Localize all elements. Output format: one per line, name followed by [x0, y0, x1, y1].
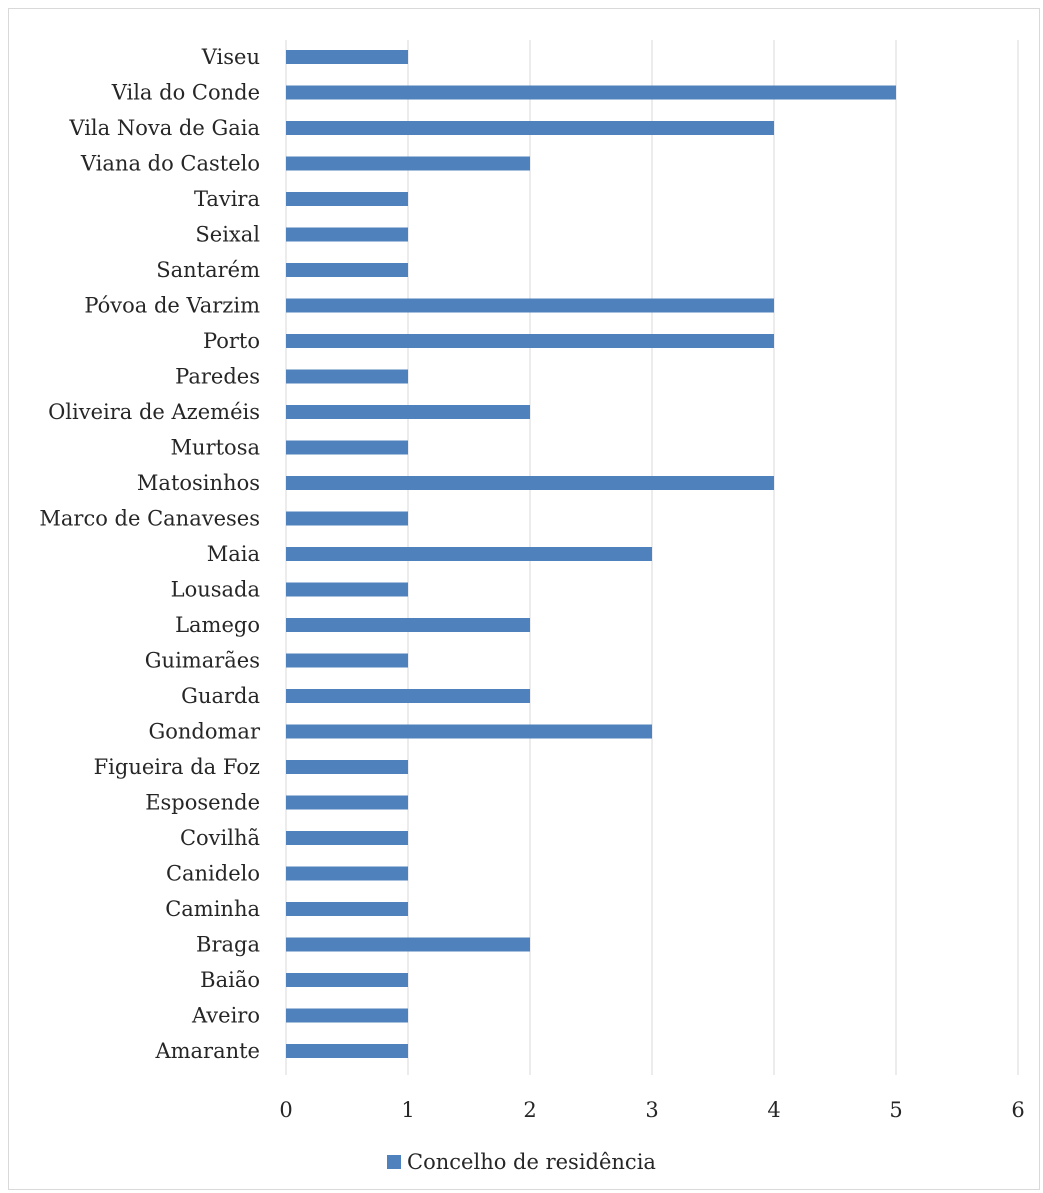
bar	[286, 476, 774, 490]
bar	[286, 1044, 408, 1058]
category-label: Aveiro	[191, 1004, 260, 1028]
category-label: Santarém	[156, 258, 260, 282]
bar	[286, 795, 408, 810]
category-label: Guimarães	[145, 649, 260, 673]
bar	[286, 937, 530, 952]
category-label: Guarda	[181, 684, 260, 708]
bar	[286, 973, 408, 987]
category-label: Figueira da Foz	[94, 755, 260, 779]
bar	[286, 1008, 408, 1023]
bar	[286, 724, 652, 739]
category-label: Covilhã	[180, 826, 260, 850]
x-tick-label: 3	[645, 1098, 658, 1122]
bar	[286, 653, 408, 668]
legend-label: Concelho de residência	[407, 1150, 656, 1174]
x-tick-label: 4	[767, 1098, 780, 1122]
category-label: Canidelo	[166, 862, 260, 886]
x-tick-label: 1	[401, 1098, 414, 1122]
bar	[286, 298, 774, 313]
bar	[286, 689, 530, 703]
x-tick-label: 6	[1011, 1098, 1024, 1122]
bar	[286, 831, 408, 845]
category-label: Seixal	[195, 223, 260, 247]
chart-frame	[8, 8, 1040, 1190]
category-label: Oliveira de Azeméis	[48, 400, 260, 424]
bar	[286, 582, 408, 597]
category-label: Maia	[207, 542, 260, 566]
bar	[286, 618, 530, 632]
category-label: Póvoa de Varzim	[84, 294, 260, 318]
category-label: Porto	[203, 329, 260, 353]
bar	[286, 405, 530, 419]
bar	[286, 85, 896, 100]
bar	[286, 263, 408, 277]
category-label: Lamego	[175, 613, 260, 637]
bar	[286, 369, 408, 384]
x-tick-label: 0	[279, 1098, 292, 1122]
bar	[286, 760, 408, 774]
bar	[286, 866, 408, 881]
x-tick-label: 5	[889, 1098, 902, 1122]
category-label: Matosinhos	[137, 471, 260, 495]
bar	[286, 902, 408, 916]
bars	[286, 50, 896, 1058]
category-label: Caminha	[165, 897, 260, 921]
category-label: Tavira	[194, 187, 260, 211]
category-label: Amarante	[154, 1039, 260, 1063]
category-label: Viseu	[201, 45, 260, 69]
category-label: Viana do Castelo	[80, 152, 260, 176]
bar	[286, 156, 530, 171]
category-label: Vila Nova de Gaia	[68, 116, 260, 140]
bar	[286, 547, 652, 561]
category-label: Marco de Canaveses	[39, 507, 260, 531]
category-label: Braga	[196, 933, 260, 957]
category-label: Baião	[200, 968, 260, 992]
bar-chart: Viseu Vila do Conde Vila Nova de Gaia Viana…	[39, 40, 1025, 1122]
legend: Concelho de residência	[0, 1150, 1043, 1174]
category-label: Gondomar	[148, 720, 260, 744]
category-label: Esposende	[145, 791, 260, 815]
bar	[286, 121, 774, 135]
category-label: Vila do Conde	[111, 81, 260, 105]
category-label: Murtosa	[171, 436, 260, 460]
legend-swatch	[387, 1155, 402, 1169]
bar	[286, 440, 408, 455]
bar	[286, 192, 408, 206]
bar	[286, 50, 408, 64]
category-label: Paredes	[175, 365, 260, 389]
x-tick-label: 2	[523, 1098, 536, 1122]
x-tick-labels: 0 1 2 3 4 5 6	[279, 1098, 1024, 1122]
bar	[286, 334, 774, 348]
bar	[286, 511, 408, 526]
bar	[286, 227, 408, 242]
category-label: Lousada	[171, 578, 260, 602]
category-labels: Viseu Vila do Conde Vila Nova de Gaia Viana…	[39, 45, 261, 1063]
